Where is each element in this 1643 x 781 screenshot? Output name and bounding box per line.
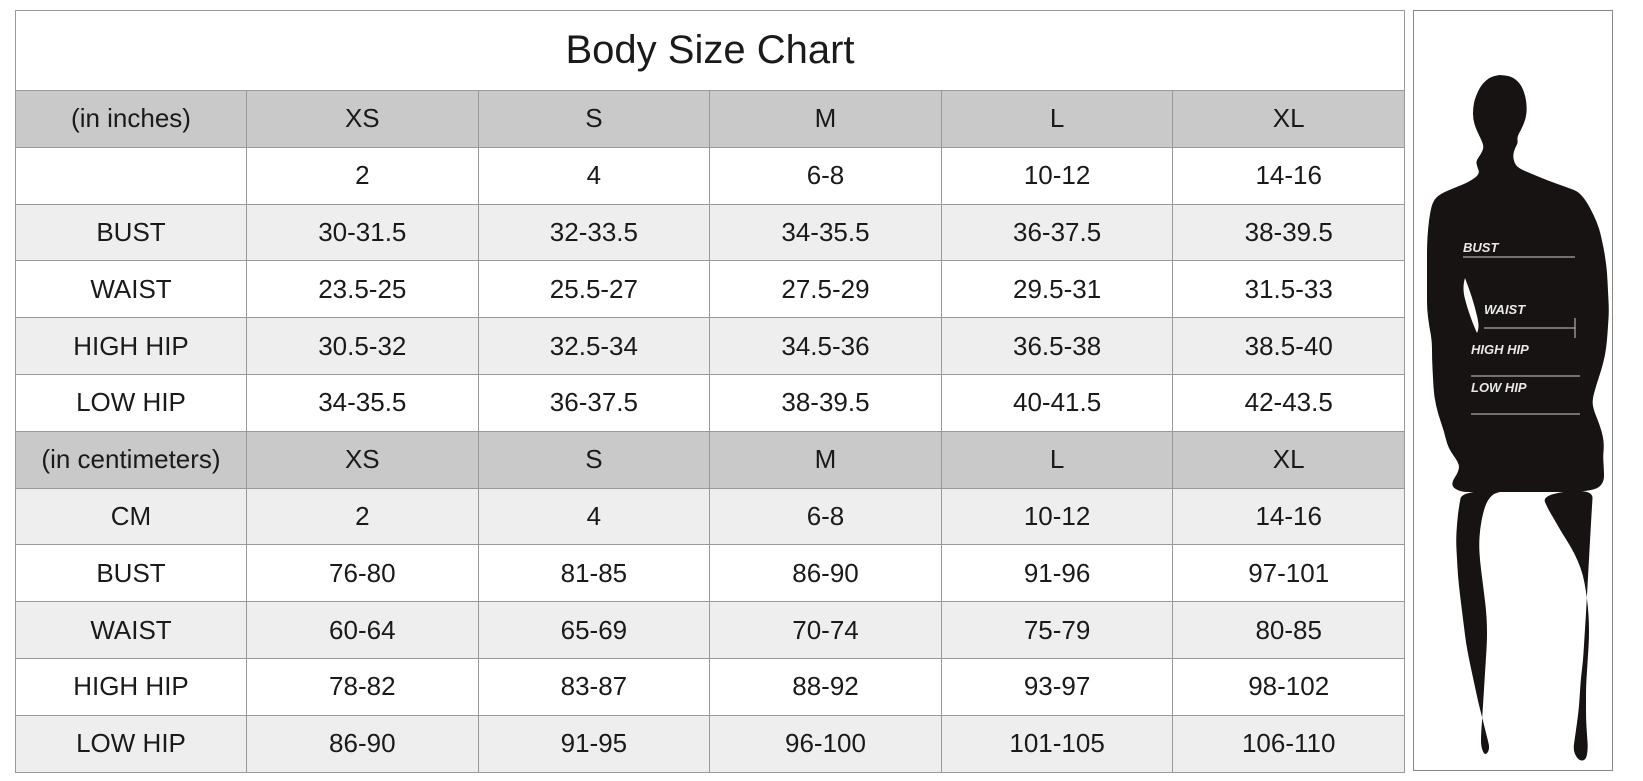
svg-text:BUST: BUST xyxy=(1463,240,1499,255)
svg-text:WAIST: WAIST xyxy=(1484,302,1526,317)
svg-text:HIGH HIP: HIGH HIP xyxy=(1471,342,1529,357)
svg-text:LOW HIP: LOW HIP xyxy=(1471,380,1527,395)
